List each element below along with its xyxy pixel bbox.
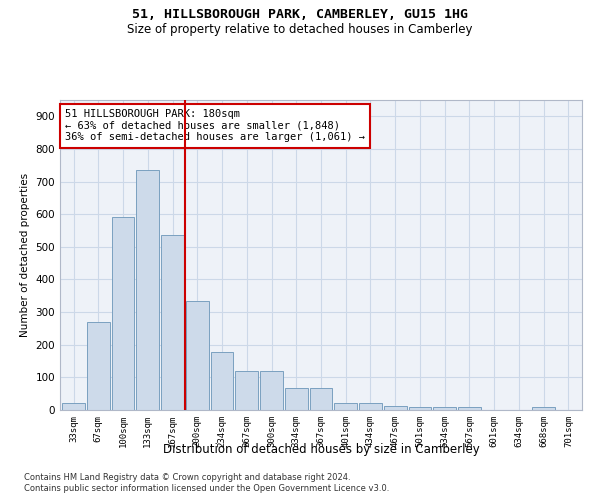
Y-axis label: Number of detached properties: Number of detached properties [20,173,30,337]
Bar [458,408,481,410]
Bar [136,170,159,410]
Text: Contains HM Land Registry data © Crown copyright and database right 2024.: Contains HM Land Registry data © Crown c… [24,472,350,482]
Bar [87,322,110,410]
Text: 51, HILLSBOROUGH PARK, CAMBERLEY, GU15 1HG: 51, HILLSBOROUGH PARK, CAMBERLEY, GU15 1… [132,8,468,20]
Bar [532,408,555,410]
Bar [260,372,283,410]
Bar [310,388,332,410]
Bar [384,406,407,410]
Bar [359,403,382,410]
Text: Size of property relative to detached houses in Camberley: Size of property relative to detached ho… [127,22,473,36]
Bar [62,403,85,410]
Bar [235,372,258,410]
Bar [161,236,184,410]
Text: Distribution of detached houses by size in Camberley: Distribution of detached houses by size … [163,442,479,456]
Bar [334,403,357,410]
Bar [112,218,134,410]
Text: Contains public sector information licensed under the Open Government Licence v3: Contains public sector information licen… [24,484,389,493]
Bar [186,300,209,410]
Bar [409,406,431,410]
Bar [433,408,456,410]
Text: 51 HILLSBOROUGH PARK: 180sqm
← 63% of detached houses are smaller (1,848)
36% of: 51 HILLSBOROUGH PARK: 180sqm ← 63% of de… [65,110,365,142]
Bar [285,388,308,410]
Bar [211,352,233,410]
